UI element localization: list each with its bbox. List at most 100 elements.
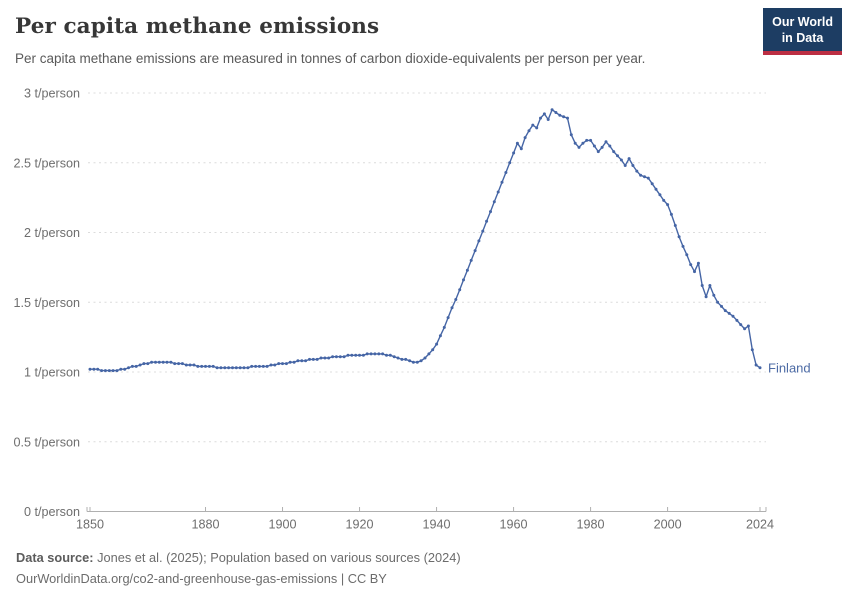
data-point [157, 360, 161, 364]
data-point [211, 364, 215, 368]
data-point [281, 362, 284, 366]
data-point [146, 362, 150, 366]
data-point [385, 353, 388, 357]
y-axis-tick-label: 0 t/person [24, 505, 80, 519]
data-point [446, 316, 450, 320]
data-point [246, 366, 250, 370]
data-point [562, 115, 566, 119]
data-point [219, 366, 223, 370]
data-point [746, 324, 750, 328]
chart-subtitle: Per capita methane emissions are measure… [15, 51, 646, 66]
data-point [331, 355, 335, 359]
data-point [177, 362, 181, 366]
data-point [361, 353, 365, 357]
data-point [677, 235, 681, 239]
data-point [654, 187, 658, 191]
data-point [180, 362, 184, 366]
data-point [408, 359, 412, 363]
x-axis-tick-label: 1920 [346, 518, 374, 532]
data-point [720, 304, 723, 308]
data-point [342, 355, 346, 359]
data-point [296, 359, 300, 363]
x-axis-tick-label: 1900 [269, 518, 297, 532]
data-point [631, 164, 635, 167]
data-point [716, 300, 720, 304]
logo-line-2: in Data [781, 30, 824, 45]
data-point [454, 298, 458, 301]
data-point [481, 229, 485, 233]
data-point [666, 203, 670, 207]
x-axis-tick-label: 1850 [76, 518, 104, 532]
x-axis-tick-label: 2000 [654, 518, 682, 532]
data-point [369, 352, 373, 356]
chart-header: Per capita methane emissions Per capita … [15, 14, 755, 68]
data-point [727, 311, 731, 315]
data-point [427, 352, 431, 356]
data-point [512, 151, 516, 155]
data-point [119, 367, 123, 371]
data-point [477, 239, 481, 243]
data-point [658, 193, 662, 197]
data-point [754, 363, 758, 367]
data-point [323, 356, 327, 360]
data-point [693, 270, 696, 274]
data-source-label: Data source: [16, 550, 94, 565]
data-point [115, 369, 119, 373]
y-axis-tick-label: 2.5 t/person [13, 156, 80, 170]
data-point [496, 190, 500, 194]
data-point [450, 306, 454, 310]
data-point [319, 356, 323, 360]
data-point [700, 284, 704, 287]
data-point [438, 334, 442, 338]
finland-series-line[interactable] [89, 108, 761, 372]
data-point [704, 295, 708, 299]
data-point [577, 145, 581, 149]
data-point [192, 363, 196, 367]
data-point [415, 360, 419, 364]
data-point [238, 366, 242, 370]
data-point [492, 200, 496, 204]
data-point [261, 364, 265, 368]
data-point [681, 244, 685, 248]
data-point [758, 366, 762, 370]
data-point [373, 352, 377, 356]
data-point [334, 355, 338, 359]
data-point [535, 126, 539, 130]
data-point [169, 360, 173, 364]
data-point [619, 158, 623, 162]
data-point [315, 357, 319, 361]
data-point [546, 118, 550, 121]
data-point [138, 363, 142, 367]
data-point [635, 169, 639, 173]
data-point [627, 157, 631, 161]
data-point [616, 154, 619, 158]
data-point [485, 219, 489, 223]
x-axis-tick-label: 2024 [746, 518, 774, 532]
data-point [288, 360, 292, 364]
x-axis-tick-label: 1940 [423, 518, 451, 532]
data-point [554, 111, 558, 114]
data-point [134, 364, 138, 368]
data-point [327, 356, 331, 360]
data-point [411, 360, 415, 364]
data-point [257, 364, 261, 368]
data-point [311, 357, 315, 361]
data-point [292, 360, 296, 364]
owid-logo[interactable]: Our World in Data [763, 8, 842, 56]
data-point [592, 144, 596, 148]
data-point [284, 362, 288, 366]
data-point [277, 362, 281, 366]
data-point [612, 150, 616, 154]
data-source-text: Jones et al. (2025); Population based on… [97, 550, 461, 565]
data-point [500, 180, 504, 184]
data-point [542, 112, 546, 116]
data-point [685, 253, 689, 257]
series-entity-label[interactable]: Finland [768, 360, 811, 375]
data-point [462, 278, 465, 282]
data-point [184, 363, 188, 367]
data-point [400, 357, 404, 361]
data-point [269, 363, 273, 367]
data-point [107, 369, 111, 373]
